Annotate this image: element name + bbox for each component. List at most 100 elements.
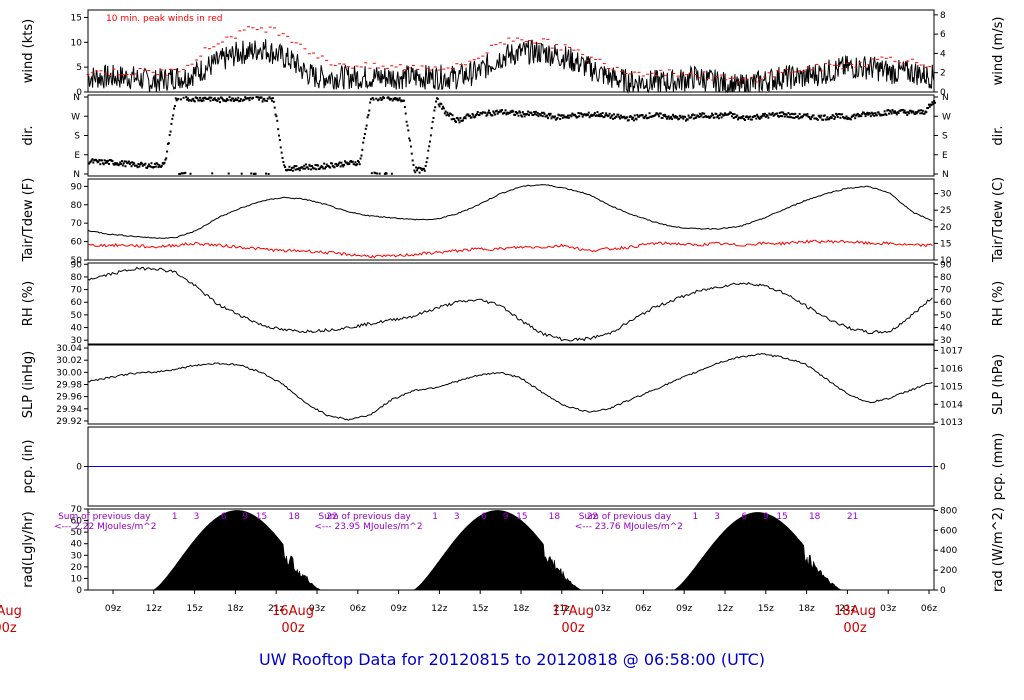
dir-point <box>809 118 812 121</box>
dir-point <box>175 99 178 102</box>
rad-hour-label: 18 <box>549 512 561 522</box>
dir-point <box>691 113 694 116</box>
dir-point <box>136 166 139 169</box>
dir-point <box>390 172 393 175</box>
dir-point <box>429 140 432 143</box>
dir-point <box>169 130 172 133</box>
dir-point <box>632 116 635 119</box>
dir-point <box>404 112 407 115</box>
dir-point <box>179 98 182 101</box>
dir-point <box>680 116 683 119</box>
ytick-label-right: 200 <box>940 566 957 576</box>
dir-point <box>771 111 774 114</box>
dir-point <box>676 116 679 119</box>
xtick-label: 09z <box>676 604 692 614</box>
dir-point <box>852 114 855 117</box>
ytick-label-left: 70 <box>71 286 83 296</box>
dir-point <box>806 112 809 115</box>
dir-point <box>199 96 202 99</box>
dir-point <box>919 112 922 115</box>
dir-point <box>450 118 453 121</box>
dir-point <box>355 164 358 167</box>
dir-point <box>371 96 374 99</box>
dir-point <box>437 103 440 106</box>
dir-point <box>165 157 168 160</box>
dir-point <box>630 115 633 118</box>
dir-point <box>234 97 237 100</box>
ylabel-right-wind: wind (m/s) <box>991 17 1006 86</box>
dir-point <box>402 99 405 102</box>
dir-point <box>735 115 738 118</box>
rad-sum-label: Sum of previous day <box>579 512 672 522</box>
dir-point <box>291 166 294 169</box>
xtick-label: 06z <box>921 604 937 614</box>
dir-point <box>184 171 187 174</box>
dir-point <box>442 105 445 108</box>
ytick-label-right: E <box>942 151 948 161</box>
dir-point <box>158 164 161 167</box>
dir-point <box>284 166 287 169</box>
dir-point <box>366 116 369 119</box>
dir-point <box>793 116 796 119</box>
dir-point <box>686 118 689 121</box>
dir-point <box>702 116 705 119</box>
dir-point <box>733 113 736 116</box>
dir-point <box>713 116 716 119</box>
dir-point <box>920 112 923 115</box>
rad-hour-label: 3 <box>194 512 200 522</box>
dir-point <box>412 163 415 166</box>
dir-point <box>378 172 381 175</box>
xtick-label: 09z <box>391 604 407 614</box>
dir-point <box>236 99 239 102</box>
dir-point <box>830 117 833 120</box>
dir-point <box>330 162 333 165</box>
dir-point <box>343 163 346 166</box>
dir-point <box>874 112 877 115</box>
dir-point <box>132 163 135 166</box>
dir-point <box>623 115 626 118</box>
dir-point <box>240 172 243 175</box>
dir-point <box>182 96 185 99</box>
ytick-label-left: W <box>71 112 80 122</box>
dir-point <box>846 118 849 121</box>
panel-frame-dir <box>87 94 935 177</box>
dir-point <box>505 113 508 116</box>
dir-point <box>356 163 359 166</box>
ytick-label-right: 15 <box>940 239 951 249</box>
dir-point <box>410 152 413 155</box>
panel-frame-slp <box>87 344 935 425</box>
ylabel-left-dir: dir. <box>21 125 36 145</box>
dir-point <box>421 169 424 172</box>
dir-point <box>250 172 253 175</box>
dir-point <box>315 168 318 171</box>
ytick-label-right: 30 <box>940 190 952 200</box>
dir-point <box>107 162 110 165</box>
dir-point <box>120 162 123 165</box>
dir-point <box>343 160 346 163</box>
dir-point <box>921 109 924 112</box>
dir-point <box>181 172 184 175</box>
dir-point <box>779 115 782 118</box>
dir-point <box>776 112 779 115</box>
ytick-label-left: 40 <box>71 324 83 334</box>
dir-point <box>549 112 552 115</box>
dir-point <box>715 113 718 116</box>
dir-point <box>370 98 372 101</box>
dir-point <box>534 110 537 113</box>
dir-point <box>484 111 487 114</box>
dir-point <box>264 99 267 102</box>
rad-hour-label: 18 <box>809 512 821 522</box>
dir-point <box>709 116 712 119</box>
dir-point <box>342 165 345 168</box>
dir-point <box>357 161 360 164</box>
dir-point <box>690 116 693 119</box>
dir-point <box>802 115 805 118</box>
dir-point <box>267 172 270 175</box>
ytick-label-left: 10 <box>71 574 83 584</box>
dir-point <box>711 112 714 115</box>
dir-point <box>547 112 550 115</box>
dir-point <box>97 160 100 163</box>
dir-point <box>239 98 242 101</box>
dir-point <box>870 111 873 114</box>
dir-point <box>122 162 125 165</box>
